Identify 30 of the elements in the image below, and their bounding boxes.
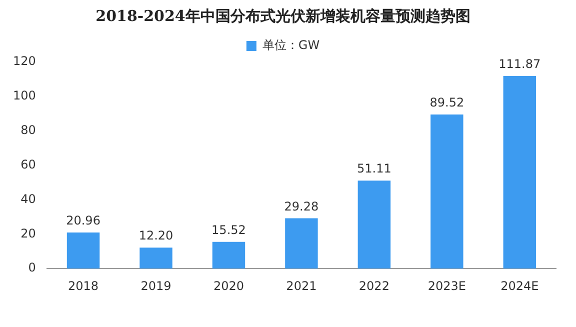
data-label: 12.20 — [138, 228, 174, 243]
data-label: 20.96 — [66, 214, 100, 228]
x-tick-label: 2020 — [213, 278, 244, 293]
y-tick-label: 20 — [20, 226, 36, 240]
bar — [140, 248, 172, 269]
x-tick-label: 2018 — [68, 278, 99, 293]
y-tick-label: 100 — [13, 88, 36, 103]
data-label: 29.28 — [284, 199, 319, 214]
y-tick-label: 40 — [20, 192, 36, 206]
data-label: 15.52 — [212, 223, 246, 238]
data-label: 89.52 — [430, 96, 464, 110]
y-tick-label: 80 — [20, 122, 36, 137]
x-tick-label: 2024E — [500, 278, 539, 293]
bar — [212, 242, 246, 269]
x-tick-label: 2019 — [140, 278, 172, 293]
x-tick-label: 2021 — [286, 278, 317, 293]
y-tick-label: 60 — [20, 157, 36, 172]
x-tick-label: 2022 — [358, 278, 390, 293]
bar — [285, 218, 318, 269]
bar — [430, 114, 464, 269]
y-tick-label: 0 — [28, 260, 36, 275]
data-label: 51.11 — [357, 162, 392, 176]
bar — [66, 232, 100, 269]
x-tick-label: 2023E — [428, 278, 466, 293]
bar — [358, 180, 391, 269]
chart-title: 2018-2024年中国分布式光伏新增装机容量预测趋势图 — [96, 6, 470, 25]
bar — [503, 76, 536, 269]
data-label: 111.87 — [498, 57, 541, 72]
y-tick-label: 120 — [13, 54, 36, 68]
legend-label: 单位：GW — [262, 38, 320, 52]
